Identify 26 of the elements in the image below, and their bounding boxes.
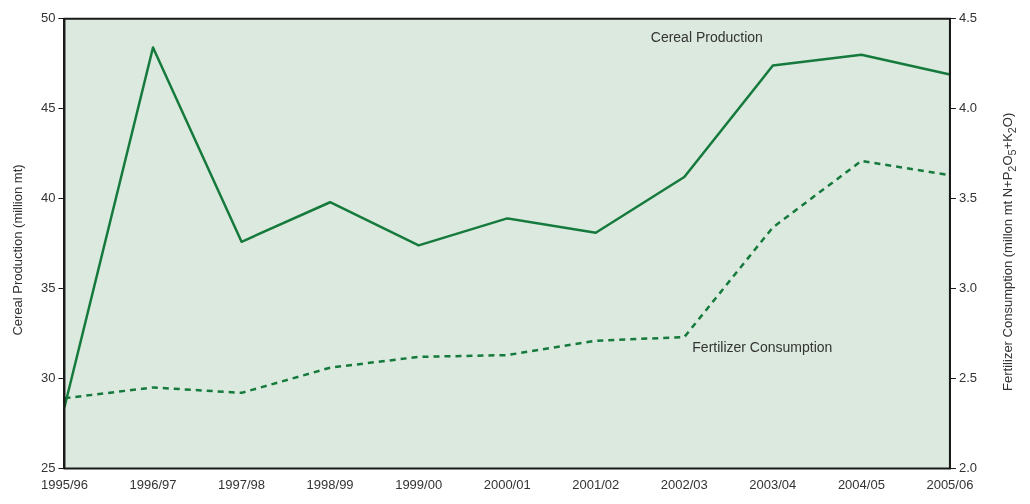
y2-tick-label: 2.0 (958, 459, 978, 475)
x-tick-label: 2003/04 (749, 476, 797, 492)
x-tick-label: 1997/98 (218, 476, 266, 492)
y-tick-label: 50 (40, 10, 56, 26)
x-tick-label: 1996/97 (129, 476, 177, 492)
series-label: Fertilizer Consumption (692, 338, 833, 355)
y-tick-label: 35 (40, 280, 56, 296)
series-label: Cereal Production (650, 29, 763, 46)
x-tick-label: 2004/05 (837, 476, 885, 492)
y-tick-label: 45 (40, 100, 56, 116)
x-tick-label: 1999/00 (395, 476, 443, 492)
y2-tick-label: 2.5 (958, 370, 978, 386)
x-tick-label: 2000/01 (483, 476, 531, 492)
x-tick-label: 2001/02 (572, 476, 620, 492)
y-tick-label: 25 (40, 459, 56, 475)
y2-tick-label: 3.0 (958, 280, 978, 296)
x-tick-label: 1998/99 (306, 476, 354, 492)
y2-tick-label: 3.5 (958, 190, 978, 206)
y2-tick-label: 4.0 (958, 100, 978, 116)
y-axis-title: Cereal Production (million mt) (10, 164, 26, 336)
x-tick-label: 2002/03 (660, 476, 708, 492)
y-tick-label: 40 (40, 190, 56, 206)
x-tick-label: 2005/06 (926, 476, 974, 492)
y2-tick-label: 4.5 (958, 10, 978, 26)
y-tick-label: 30 (40, 370, 56, 386)
x-tick-label: 1995/96 (40, 476, 88, 492)
